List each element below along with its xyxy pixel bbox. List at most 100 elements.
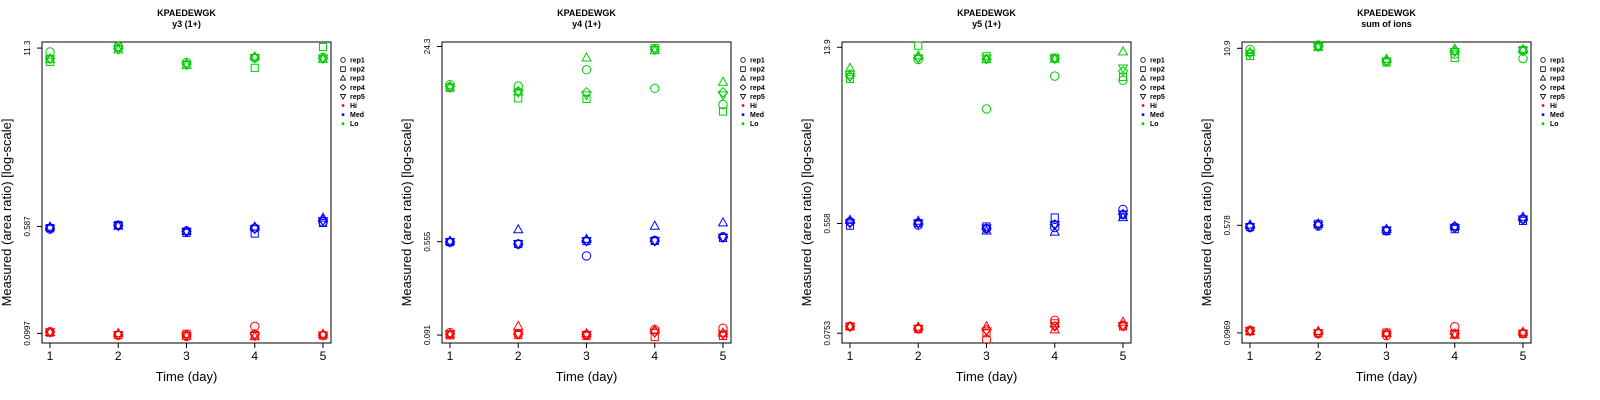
data-point [581,91,592,101]
y-tick-label: 24.3 [423,38,432,54]
chart-title: KPAEDEWGK [957,8,1016,18]
data-point [981,224,992,235]
data-point [249,50,261,61]
data-point [1049,53,1061,63]
data-point [1049,322,1061,332]
data-point [1117,45,1129,56]
legend-symbol [739,74,747,81]
data-point [512,85,524,96]
data-point [1312,43,1324,53]
data-point [44,53,56,63]
legend-color-dot [741,113,745,116]
data-point [1244,327,1256,337]
data-point [112,331,124,341]
legend-symbol [739,83,747,91]
y-tick-label: 10.9 [1223,40,1232,56]
x-tick-label: 2 [515,349,522,363]
legend-symbol [1140,57,1146,63]
data-point [250,63,259,72]
y-tick-label: 0.091 [423,324,432,345]
data-point [1244,325,1256,335]
data-point [181,227,192,238]
data-point [649,328,661,339]
legend: rep1 rep2 rep3 rep4 rep5 Hi Med Lo [1139,57,1165,128]
legend-label: Med [350,112,364,119]
legend-color-dot [341,122,345,126]
chart-panel: KPAEDEWGK y3 (1+) 1 2 3 4 5 Time (day) 0.0997 0.5… [0,0,400,400]
data-point [844,214,856,224]
plot-frame [41,41,332,344]
data-point [512,85,524,97]
data-point [1117,210,1129,220]
legend-symbol [1139,83,1147,91]
data-point [44,55,56,65]
data-point [444,83,456,94]
x-tick-label: 3 [183,349,190,363]
legend-symbol [740,66,746,72]
x-tick-label: 4 [651,349,658,363]
data-point [1381,226,1392,236]
data-point [318,42,328,52]
y-axis-label: Measured (area ratio) [log-scale] [0,119,14,307]
legend-label: rep2 [1550,67,1565,74]
data-points [444,43,729,342]
data-point [112,45,124,56]
data-point [649,46,661,56]
data-point [717,91,729,101]
data-point [1518,53,1528,64]
data-point [444,81,456,92]
legend-label: rep2 [350,67,365,74]
data-point [249,53,261,64]
data-point [1517,329,1529,340]
data-point [317,331,329,342]
legend-label: Lo [750,121,759,128]
legend-label: rep3 [1150,76,1165,83]
data-point [717,216,729,227]
plot-frame [1241,41,1532,344]
chart-subtitle: y4 (1+) [572,19,601,29]
data-point [512,223,524,234]
data-point [717,233,729,244]
legend-symbol [1139,74,1147,81]
data-point [581,327,592,338]
legend-color-dot [1141,104,1145,107]
data-point [249,225,261,235]
legend-symbol [1539,94,1547,100]
x-tick-label: 1 [1247,349,1254,363]
data-point [650,83,660,94]
data-point [318,52,328,62]
data-point [1517,46,1529,57]
data-point [582,94,591,104]
data-point [913,220,923,230]
legend-symbol [339,83,347,91]
data-point [317,217,329,227]
data-point [1050,213,1059,222]
data-point [581,64,592,75]
legend-label: rep4 [1150,85,1165,92]
data-point [1517,215,1529,226]
data-point [1450,49,1460,59]
data-point [249,332,261,342]
y-tick-label: 0.0997 [23,321,32,346]
legend-color-dot [1141,122,1145,126]
legend-symbol [340,57,346,63]
legend-label: rep1 [1150,58,1165,65]
data-point [718,107,728,116]
data-point [1049,226,1061,236]
data-point [1049,221,1061,231]
legend-symbol [740,57,746,63]
data-points [844,41,1129,345]
legend-label: rep3 [350,76,365,83]
data-point [649,220,661,230]
legend-color-dot [741,122,745,126]
y-tick-label: 0.0969 [1223,320,1232,345]
x-axis-label: Time (day) [556,369,618,384]
chart-title: KPAEDEWGK [157,8,216,18]
data-point [181,60,192,71]
data-point [44,326,56,336]
legend-label: rep2 [750,67,765,74]
x-tick-label: 5 [1120,349,1127,363]
y-tick-label: 0.558 [823,213,832,234]
